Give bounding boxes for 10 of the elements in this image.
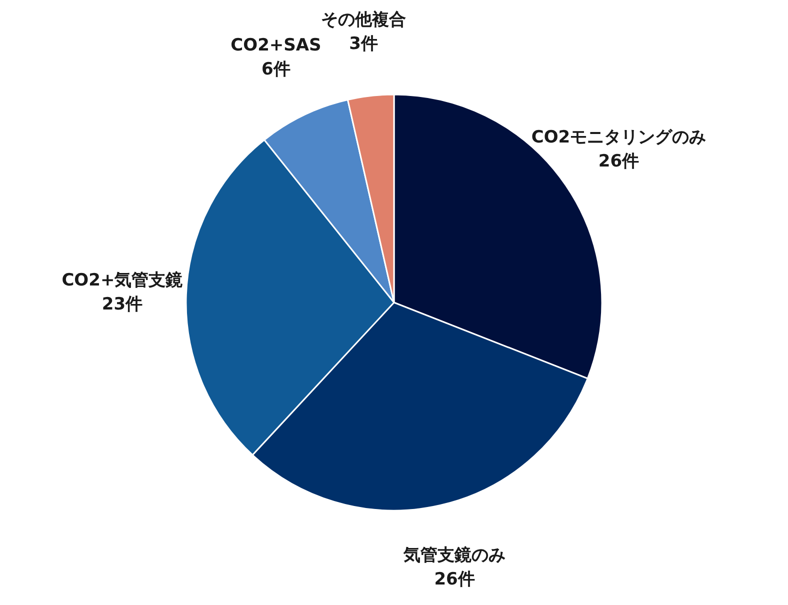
data-label: 23件 — [102, 294, 143, 314]
slice-label: 気管支鏡のみ — [402, 546, 506, 566]
data-label: 26件 — [434, 570, 475, 590]
data-label: 26件 — [598, 151, 640, 172]
slice-label: CO2モニタリングのみ — [531, 127, 706, 148]
slice-label: その他複合 — [321, 10, 406, 30]
data-label: 3件 — [349, 34, 378, 54]
slice-label: CO2+気管支鏡 — [62, 270, 183, 290]
data-label: 6件 — [262, 59, 290, 80]
slice-label: CO2+SAS — [230, 35, 322, 56]
